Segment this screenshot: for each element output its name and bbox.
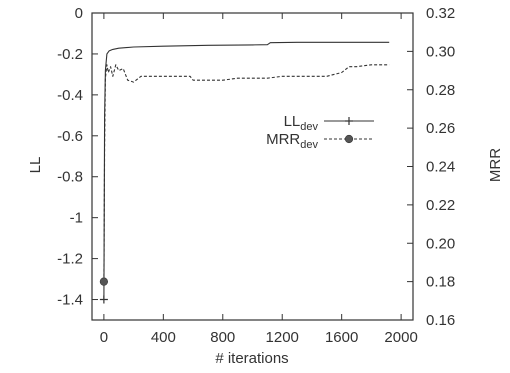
- x-tick-label: 400: [151, 329, 176, 346]
- legend-label-subscript: dev: [300, 139, 318, 151]
- right-y-tick-label: 0.30: [426, 43, 455, 60]
- series-line-ll: [104, 42, 389, 299]
- left-y-tick-label: -1.2: [57, 251, 83, 268]
- legend-label: MRRdev: [266, 131, 318, 151]
- right-y-tick-label: 0.24: [426, 159, 455, 176]
- x-tick-label: 2000: [384, 329, 417, 346]
- legend-marker: [345, 135, 353, 143]
- right-y-tick-label: 0.32: [426, 5, 455, 22]
- x-tick-label: 0: [100, 329, 108, 346]
- x-tick-label: 1200: [266, 329, 299, 346]
- left-y-tick-label: -0.6: [57, 128, 83, 145]
- legend-label-name: LL: [284, 113, 301, 130]
- legend-label-subscript: dev: [300, 121, 318, 133]
- x-tick-label: 800: [210, 329, 235, 346]
- series-point-mrr: [100, 278, 108, 286]
- legend-marker: [345, 117, 353, 125]
- plot-area: [92, 13, 413, 320]
- right-y-tick-label: 0.26: [426, 120, 455, 137]
- left-y-tick-label: 0: [75, 5, 83, 22]
- left-y-tick-label: -0.8: [57, 169, 83, 186]
- right-y-tick-label: 0.28: [426, 82, 455, 99]
- x-axis-label: # iterations: [215, 350, 288, 367]
- series-line-mrr: [104, 65, 389, 282]
- left-y-tick-label: -0.2: [57, 46, 83, 63]
- series-point-ll: [100, 296, 108, 304]
- right-y-tick-label: 0.20: [426, 235, 455, 252]
- right-y-tick-label: 0.22: [426, 197, 455, 214]
- left-y-tick-label: -1: [70, 210, 83, 227]
- left-y-axis-label: LL: [27, 157, 44, 174]
- right-y-axis-label: MRR: [487, 148, 504, 182]
- x-tick-label: 1600: [325, 329, 358, 346]
- right-y-tick-label: 0.18: [426, 274, 455, 291]
- left-y-tick-label: -1.4: [57, 292, 83, 309]
- legend-label: LLdev: [284, 113, 319, 133]
- axes: 0 400 800 1200 1600 2000 0 -0.2 -0.4 -0.6 -0.8 -1 -1…: [57, 5, 455, 346]
- right-y-tick-label: 0.16: [426, 312, 455, 329]
- plot-frame: [92, 13, 413, 320]
- series-layer: [100, 42, 389, 303]
- left-y-tick-label: -0.4: [57, 87, 83, 104]
- legend-label-name: MRR: [266, 131, 300, 148]
